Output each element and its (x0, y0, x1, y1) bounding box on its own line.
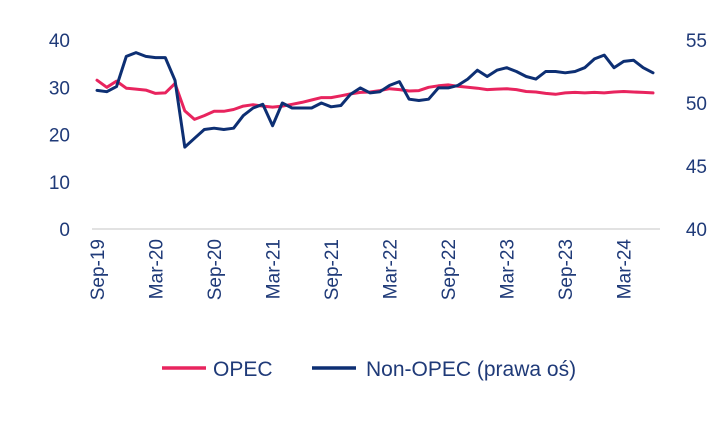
x-tick-label: Mar-24 (615, 239, 636, 300)
x-tick-label: Sep-20 (205, 239, 226, 300)
right-axis-ticks: 40 45 50 55 (686, 31, 707, 241)
x-tick-label: Mar-22 (381, 239, 402, 299)
right-tick-label: 40 (686, 220, 707, 241)
right-tick-label: 45 (686, 157, 707, 178)
x-axis-ticks: Sep-19 Mar-20 Sep-20 Mar-21 Sep-21 Mar-22 Sep-… (88, 239, 636, 301)
x-tick-label: Sep-22 (439, 239, 460, 300)
legend: OPEC Non-OPEC (prawa oś) (162, 358, 576, 381)
left-tick-label: 0 (59, 220, 70, 241)
left-tick-label: 20 (49, 126, 70, 147)
x-tick-label: Mar-23 (498, 239, 519, 299)
x-tick-label: Sep-23 (556, 239, 577, 300)
x-tick-label: Sep-19 (88, 239, 109, 300)
left-tick-label: 40 (49, 31, 70, 52)
x-tick-label: Mar-21 (264, 239, 285, 299)
left-axis-ticks: 0 10 20 30 40 (49, 31, 70, 241)
legend-label: Non-OPEC (prawa oś) (366, 358, 576, 381)
right-tick-label: 55 (686, 31, 707, 52)
left-tick-label: 10 (49, 173, 70, 194)
series-lines (97, 53, 653, 148)
legend-label: OPEC (213, 358, 273, 381)
x-tick-label: Sep-21 (322, 239, 343, 300)
left-tick-label: 30 (49, 78, 70, 99)
right-tick-label: 50 (686, 94, 707, 115)
x-tick-label: Mar-20 (147, 239, 168, 299)
